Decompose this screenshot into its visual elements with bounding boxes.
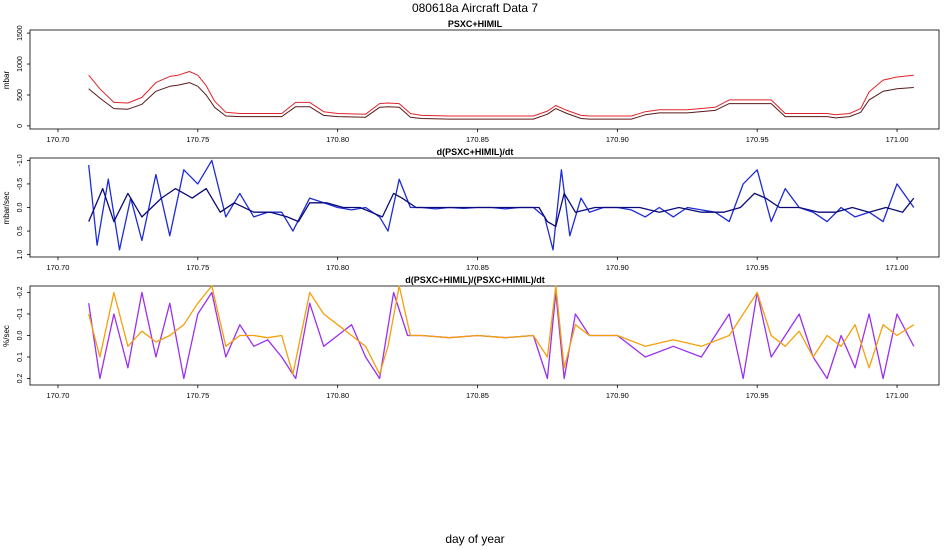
y-tick-label: 0 [17, 124, 24, 128]
x-tick-label: 170.85 [466, 263, 489, 272]
y-tick-label: 500 [17, 89, 24, 101]
x-axis-label: day of year [445, 532, 504, 546]
y-tick-label: 1500 [17, 25, 24, 41]
x-tick-label: 170.95 [746, 391, 769, 400]
x-tick-label: 170.75 [186, 135, 209, 144]
y-tick-label: -0.2 [17, 286, 24, 298]
panel-title: d(PSXC+HIMIL)/dt [437, 147, 514, 157]
series-line-2 [88, 82, 914, 120]
panel-relative-derivative: d(PSXC+HIMIL)/(PSXC+HIMIL)/dt %/sec -0.2… [2, 275, 940, 400]
panel-derivative: d(PSXC+HIMIL)/dt mbar/sec -1.0 -0.5 0.0 0.5… [2, 147, 940, 272]
y-tick-label: 0.2 [17, 374, 24, 384]
x-tick-label: 170.80 [326, 263, 349, 272]
x-ticks: 170.70 170.75 170.80 170.85 170.90 170.95 171.… [46, 129, 909, 144]
x-tick-label: 171.00 [886, 263, 909, 272]
x-tick-label: 170.90 [606, 135, 629, 144]
x-tick-label: 170.75 [186, 391, 209, 400]
x-tick-label: 170.85 [466, 391, 489, 400]
y-axis-label: mbar/sec [2, 192, 11, 225]
series-line-2 [88, 187, 915, 228]
plot-frame [29, 29, 940, 130]
y-tick-label: 0.0 [17, 203, 24, 213]
y-tick-label: 1.0 [17, 250, 24, 260]
panel-title: PSXC+HIMIL [448, 19, 503, 29]
x-tick-label: 170.75 [186, 263, 209, 272]
x-tick-label: 170.80 [326, 391, 349, 400]
x-ticks: 170.70 170.75 170.80 170.85 170.90 170.95 171.… [46, 385, 909, 400]
y-tick-label: 0.1 [17, 352, 24, 362]
series-line-2 [88, 285, 915, 375]
x-tick-label: 171.00 [886, 391, 909, 400]
x-tick-label: 170.70 [46, 263, 69, 272]
series-line-1 [88, 291, 915, 380]
y-ticks: -1.0 -0.5 0.0 0.5 1.0 [17, 154, 30, 260]
y-tick-label: -0.1 [17, 308, 24, 320]
x-tick-label: 170.90 [606, 263, 629, 272]
panel-title: d(PSXC+HIMIL)/(PSXC+HIMIL)/dt [405, 275, 545, 285]
series-layer [88, 159, 915, 251]
x-tick-label: 171.00 [886, 135, 909, 144]
y-tick-label: 1000 [17, 56, 24, 72]
x-tick-label: 170.95 [746, 135, 769, 144]
series-line-1 [88, 71, 914, 117]
x-tick-label: 170.95 [746, 263, 769, 272]
y-ticks: 0 500 1000 1500 [17, 25, 30, 128]
series-layer [88, 71, 914, 120]
y-tick-label: 0.0 [17, 331, 24, 341]
y-tick-label: -0.5 [17, 178, 24, 190]
y-axis-label: %/sec [2, 325, 11, 347]
y-tick-label: -1.0 [17, 154, 24, 166]
x-tick-label: 170.90 [606, 391, 629, 400]
y-tick-label: 0.5 [17, 226, 24, 236]
series-layer [88, 285, 915, 380]
x-tick-label: 170.85 [466, 135, 489, 144]
series-line-1 [88, 159, 915, 251]
y-axis-label: mbar [2, 71, 11, 90]
figure-title: 080618a Aircraft Data 7 [412, 1, 538, 15]
y-ticks: -0.2 -0.1 0.0 0.1 0.2 [17, 286, 30, 383]
x-tick-label: 170.80 [326, 135, 349, 144]
x-tick-label: 170.70 [46, 135, 69, 144]
x-ticks: 170.70 170.75 170.80 170.85 170.90 170.95 171.… [46, 257, 909, 272]
x-tick-label: 170.70 [46, 391, 69, 400]
